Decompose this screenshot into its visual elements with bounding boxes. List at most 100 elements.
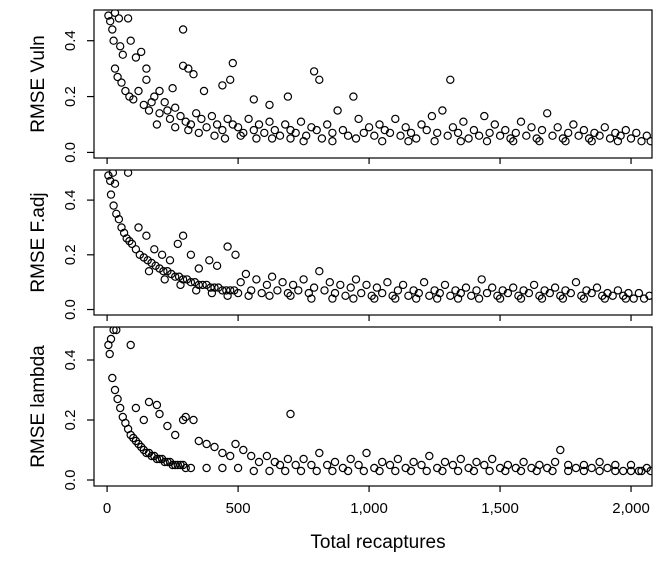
data-point xyxy=(571,463,581,473)
data-point xyxy=(257,288,266,298)
data-point xyxy=(550,283,560,292)
data-point xyxy=(121,86,130,96)
data-point xyxy=(446,291,455,300)
data-point xyxy=(323,120,332,129)
data-point xyxy=(126,340,135,350)
data-point xyxy=(364,123,374,132)
data-point xyxy=(144,106,154,115)
data-point xyxy=(396,131,405,140)
data-point xyxy=(281,120,290,129)
data-point xyxy=(548,131,557,140)
data-point xyxy=(127,239,137,249)
data-point xyxy=(170,460,180,470)
data-point xyxy=(139,415,148,425)
data-point xyxy=(611,460,620,470)
data-point xyxy=(485,466,494,476)
data-point xyxy=(556,291,565,300)
data-point xyxy=(186,250,196,259)
data-point xyxy=(178,25,188,34)
data-point xyxy=(142,231,151,240)
data-point xyxy=(367,291,376,300)
data-point xyxy=(157,250,167,259)
x-tick-label: 2,000 xyxy=(612,500,650,517)
data-point xyxy=(181,463,190,473)
data-point xyxy=(626,134,636,143)
data-point xyxy=(218,125,227,135)
data-point xyxy=(291,460,300,470)
data-point xyxy=(328,466,337,476)
data-point xyxy=(456,454,465,464)
x-tick-label: 1,000 xyxy=(350,500,388,517)
data-point xyxy=(181,412,190,422)
data-point xyxy=(178,231,188,240)
data-point xyxy=(210,442,219,452)
data-point xyxy=(165,256,175,265)
data-point xyxy=(388,291,397,300)
data-point xyxy=(168,460,177,470)
data-point xyxy=(558,134,568,143)
data-point xyxy=(370,131,379,140)
y-tick-label: 0.0 xyxy=(62,470,79,491)
data-point xyxy=(488,283,497,292)
y-tick-label: 0.4 xyxy=(62,30,79,51)
data-point xyxy=(645,291,652,300)
data-point xyxy=(249,95,258,104)
data-point xyxy=(480,111,489,121)
data-point xyxy=(144,397,154,407)
data-point xyxy=(461,283,471,292)
data-point xyxy=(173,460,182,470)
data-point xyxy=(109,327,118,335)
data-point xyxy=(105,176,115,186)
data-point xyxy=(535,136,544,146)
data-point xyxy=(370,294,379,303)
data-point xyxy=(267,134,277,143)
data-point xyxy=(467,291,476,300)
data-point xyxy=(142,64,151,73)
data-point xyxy=(231,250,240,259)
data-point xyxy=(123,170,133,177)
data-point xyxy=(406,128,416,138)
data-point xyxy=(456,136,465,146)
data-point xyxy=(417,120,426,129)
data-point xyxy=(249,466,258,476)
data-point xyxy=(626,466,636,476)
data-point xyxy=(509,136,518,146)
data-point xyxy=(516,117,526,126)
data-point xyxy=(357,288,366,298)
data-point xyxy=(207,111,217,121)
data-point xyxy=(579,294,589,303)
data-point xyxy=(354,114,363,124)
data-point xyxy=(453,466,463,476)
data-point xyxy=(375,466,384,476)
data-point xyxy=(391,466,400,476)
data-point xyxy=(299,275,308,284)
data-point xyxy=(191,286,201,295)
data-point xyxy=(611,466,620,476)
data-point xyxy=(106,334,116,344)
data-point xyxy=(433,294,442,303)
data-point xyxy=(406,466,416,476)
data-point xyxy=(278,278,287,287)
data-point xyxy=(186,278,196,287)
data-point xyxy=(294,286,303,295)
data-point xyxy=(194,264,203,273)
data-point xyxy=(283,454,293,464)
data-point xyxy=(385,460,395,470)
data-point xyxy=(176,111,185,121)
data-point xyxy=(469,125,479,135)
data-point xyxy=(506,134,515,143)
data-point xyxy=(273,286,282,295)
x-tick-label: 1,500 xyxy=(481,500,519,517)
data-point xyxy=(592,283,602,292)
data-point xyxy=(307,460,316,470)
data-point xyxy=(123,14,133,23)
data-point xyxy=(223,114,232,124)
data-point xyxy=(241,269,251,279)
data-point xyxy=(110,385,120,395)
data-point xyxy=(110,64,120,73)
data-point xyxy=(519,457,528,467)
data-point xyxy=(283,92,293,101)
data-point xyxy=(453,128,463,138)
data-point xyxy=(142,75,151,85)
